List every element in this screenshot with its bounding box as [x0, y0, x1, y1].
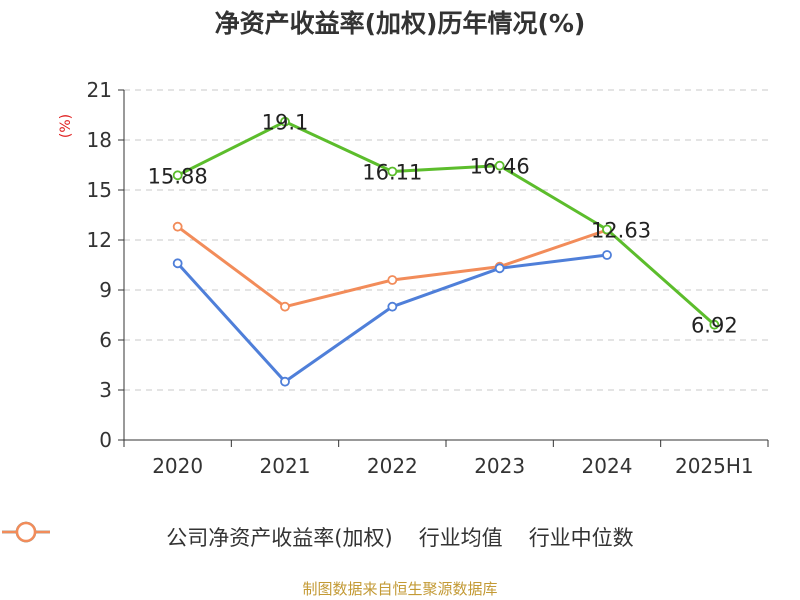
- data-point: [172, 221, 183, 232]
- legend-item[interactable]: 公司净资产收益率(加权): [2, 521, 393, 552]
- y-tick-label: 12: [87, 228, 112, 252]
- legend-marker-icon: [2, 521, 50, 543]
- x-tick-label: 2025H1: [675, 454, 754, 478]
- legend-item[interactable]: 行业均值: [2, 521, 503, 552]
- y-tick-label: 0: [99, 428, 112, 452]
- x-tick-label: 2023: [474, 454, 525, 478]
- chart-title: 净资产收益率(加权)历年情况(%): [214, 9, 586, 38]
- legend: 公司净资产收益率(加权) 行业均值 行业中位数: [0, 520, 800, 554]
- data-point: [387, 166, 398, 177]
- data-point: [280, 301, 290, 312]
- legend-label: 行业中位数: [528, 526, 634, 550]
- series-line: [176, 120, 716, 326]
- x-tick-label: 2022: [367, 454, 418, 478]
- data-source: 制图数据来自恒生聚源数据库: [302, 580, 498, 598]
- data-label: 19.1: [262, 111, 309, 135]
- data-point: [280, 376, 290, 387]
- data-point: [387, 301, 398, 312]
- legend-item[interactable]: 行业中位数: [2, 521, 634, 552]
- data-point: [280, 116, 290, 127]
- y-axis-label: (%): [58, 114, 74, 138]
- x-tick-label: 2021: [260, 454, 311, 478]
- y-tick-label: 15: [87, 178, 112, 202]
- data-point: [172, 170, 183, 181]
- data-point: [709, 319, 720, 330]
- data-point: [494, 160, 505, 171]
- data-point: [494, 263, 505, 274]
- y-tick-label: 18: [87, 128, 112, 152]
- data-point: [602, 224, 612, 235]
- data-label: 6.92: [691, 314, 738, 338]
- data-point: [602, 250, 612, 260]
- data-label: 15.88: [148, 164, 208, 188]
- legend-label: 行业均值: [418, 526, 503, 550]
- x-tick-label: 2020: [152, 454, 203, 478]
- data-label: 12.63: [591, 219, 651, 243]
- data-label: 16.11: [362, 161, 422, 185]
- y-tick-label: 21: [87, 78, 112, 102]
- y-tick-label: 6: [99, 328, 112, 352]
- series-line: [176, 225, 608, 309]
- y-tick-label: 9: [99, 278, 112, 302]
- y-tick-label: 3: [99, 378, 112, 402]
- data-point: [387, 275, 398, 285]
- data-point: [172, 258, 183, 269]
- legend-label: 公司净资产收益率(加权): [166, 526, 393, 550]
- data-label: 16.46: [470, 155, 530, 179]
- x-tick-label: 2024: [582, 454, 633, 478]
